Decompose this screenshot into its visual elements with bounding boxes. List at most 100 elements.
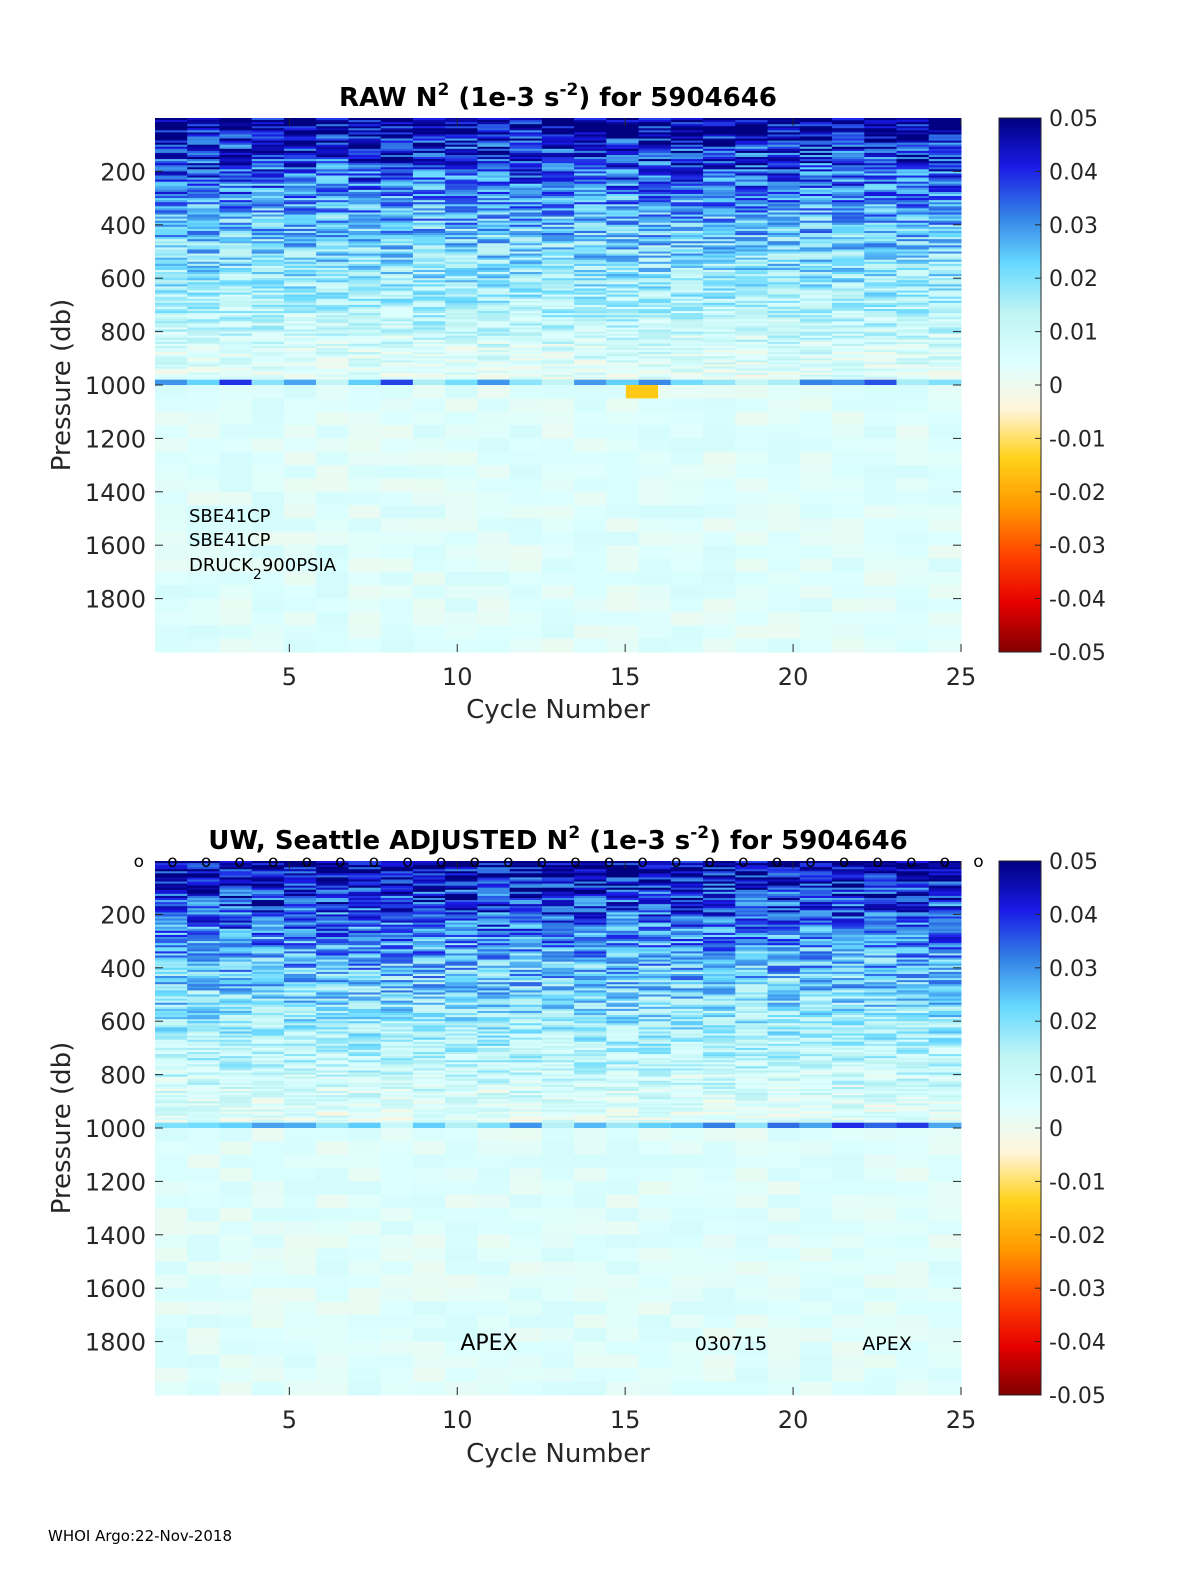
heat-cell	[896, 235, 930, 238]
heat-cell	[316, 243, 349, 246]
heat-cell	[767, 284, 801, 287]
heat-cell	[864, 263, 898, 267]
heat-cell	[155, 982, 188, 985]
heat-cell	[187, 945, 220, 948]
heat-cell	[928, 202, 962, 205]
heat-cell	[638, 325, 672, 328]
heat-cell	[187, 531, 220, 546]
heat-cell	[380, 222, 414, 226]
heat-cell	[219, 169, 253, 172]
heat-cell	[638, 136, 672, 140]
heat-cell	[541, 251, 575, 255]
heat-cell	[316, 179, 349, 183]
heat-cell	[509, 438, 543, 453]
heat-cell	[928, 425, 962, 439]
heat-cell	[832, 241, 865, 244]
heat-cell	[219, 1037, 253, 1041]
heat-cell	[412, 245, 446, 248]
heat-cell	[541, 292, 575, 296]
heat-cell	[864, 154, 898, 158]
heat-cell	[316, 259, 349, 263]
heat-cell	[219, 345, 253, 349]
heat-cell	[187, 1064, 220, 1067]
heat-cell	[670, 128, 704, 131]
heat-cell	[638, 323, 672, 326]
heat-cell	[380, 278, 414, 281]
heat-cell	[283, 585, 317, 600]
heat-cell	[509, 206, 543, 209]
heat-cell	[283, 212, 317, 216]
heat-cell	[348, 924, 382, 928]
heat-cell	[574, 518, 607, 533]
heat-cell	[670, 228, 704, 232]
heat-cell	[155, 185, 188, 189]
heat-cell	[219, 315, 253, 318]
heat-cell	[477, 126, 511, 129]
heat-cell	[509, 348, 543, 351]
heat-cell	[316, 1062, 349, 1065]
heat-cell	[445, 150, 478, 154]
heat-cell	[187, 1080, 220, 1084]
heat-cell	[155, 1074, 188, 1078]
heat-cell	[283, 175, 317, 179]
heat-cell	[896, 611, 930, 626]
heat-cell	[638, 224, 672, 228]
heat-cell	[445, 379, 478, 385]
heat-cell	[187, 965, 220, 969]
heat-cell	[509, 132, 543, 135]
heat-cell	[187, 1035, 220, 1039]
heat-cell	[155, 955, 188, 959]
heat-cell	[316, 1097, 349, 1100]
heat-cell	[380, 157, 414, 160]
heat-cell	[445, 331, 478, 335]
heat-cell	[155, 865, 188, 868]
heat-cell	[316, 881, 349, 885]
heat-cell	[799, 198, 833, 201]
heat-cell	[316, 177, 349, 181]
heat-cell	[251, 298, 285, 302]
heat-cell	[606, 128, 640, 131]
heat-cell	[283, 224, 317, 228]
heat-cell	[155, 1060, 188, 1063]
heat-cell	[606, 267, 640, 271]
heat-cell	[283, 1049, 317, 1053]
heat-cell	[219, 124, 253, 127]
heat-cell	[928, 167, 962, 170]
heat-cell	[638, 169, 672, 172]
heat-cell	[380, 926, 414, 930]
heat-cell	[928, 159, 962, 162]
heat-cell	[155, 1006, 188, 1010]
heat-cell	[477, 451, 511, 466]
heat-cell	[606, 130, 640, 133]
y-tick-label: 1800	[85, 586, 146, 614]
heat-cell	[380, 181, 414, 185]
heat-cell	[283, 865, 317, 868]
heat-cell	[187, 222, 220, 226]
heat-cell	[380, 208, 414, 211]
heat-cell	[155, 272, 188, 275]
heat-cell	[316, 861, 349, 864]
heat-cell	[187, 1019, 220, 1022]
heat-cell	[799, 333, 833, 337]
heat-cell	[219, 873, 253, 876]
heat-cell	[251, 1141, 285, 1156]
heat-cell	[735, 335, 769, 339]
heat-cell	[155, 961, 188, 965]
heat-cell	[348, 1368, 382, 1383]
heat-cell	[187, 1041, 220, 1045]
heat-cell	[283, 1354, 317, 1369]
y-tick-label: 1400	[85, 479, 146, 507]
heat-cell	[477, 251, 511, 255]
heat-cell	[412, 185, 446, 189]
heat-cell	[251, 171, 285, 174]
heat-cell	[380, 863, 414, 866]
heat-cell	[380, 218, 414, 222]
heat-cell	[928, 327, 962, 331]
heat-cell	[477, 341, 511, 345]
heat-cell	[703, 360, 736, 363]
heat-cell	[703, 425, 736, 439]
heat-cell	[574, 311, 607, 314]
heat-cell	[155, 869, 188, 872]
heat-cell	[445, 142, 478, 146]
heat-cell	[928, 290, 962, 294]
